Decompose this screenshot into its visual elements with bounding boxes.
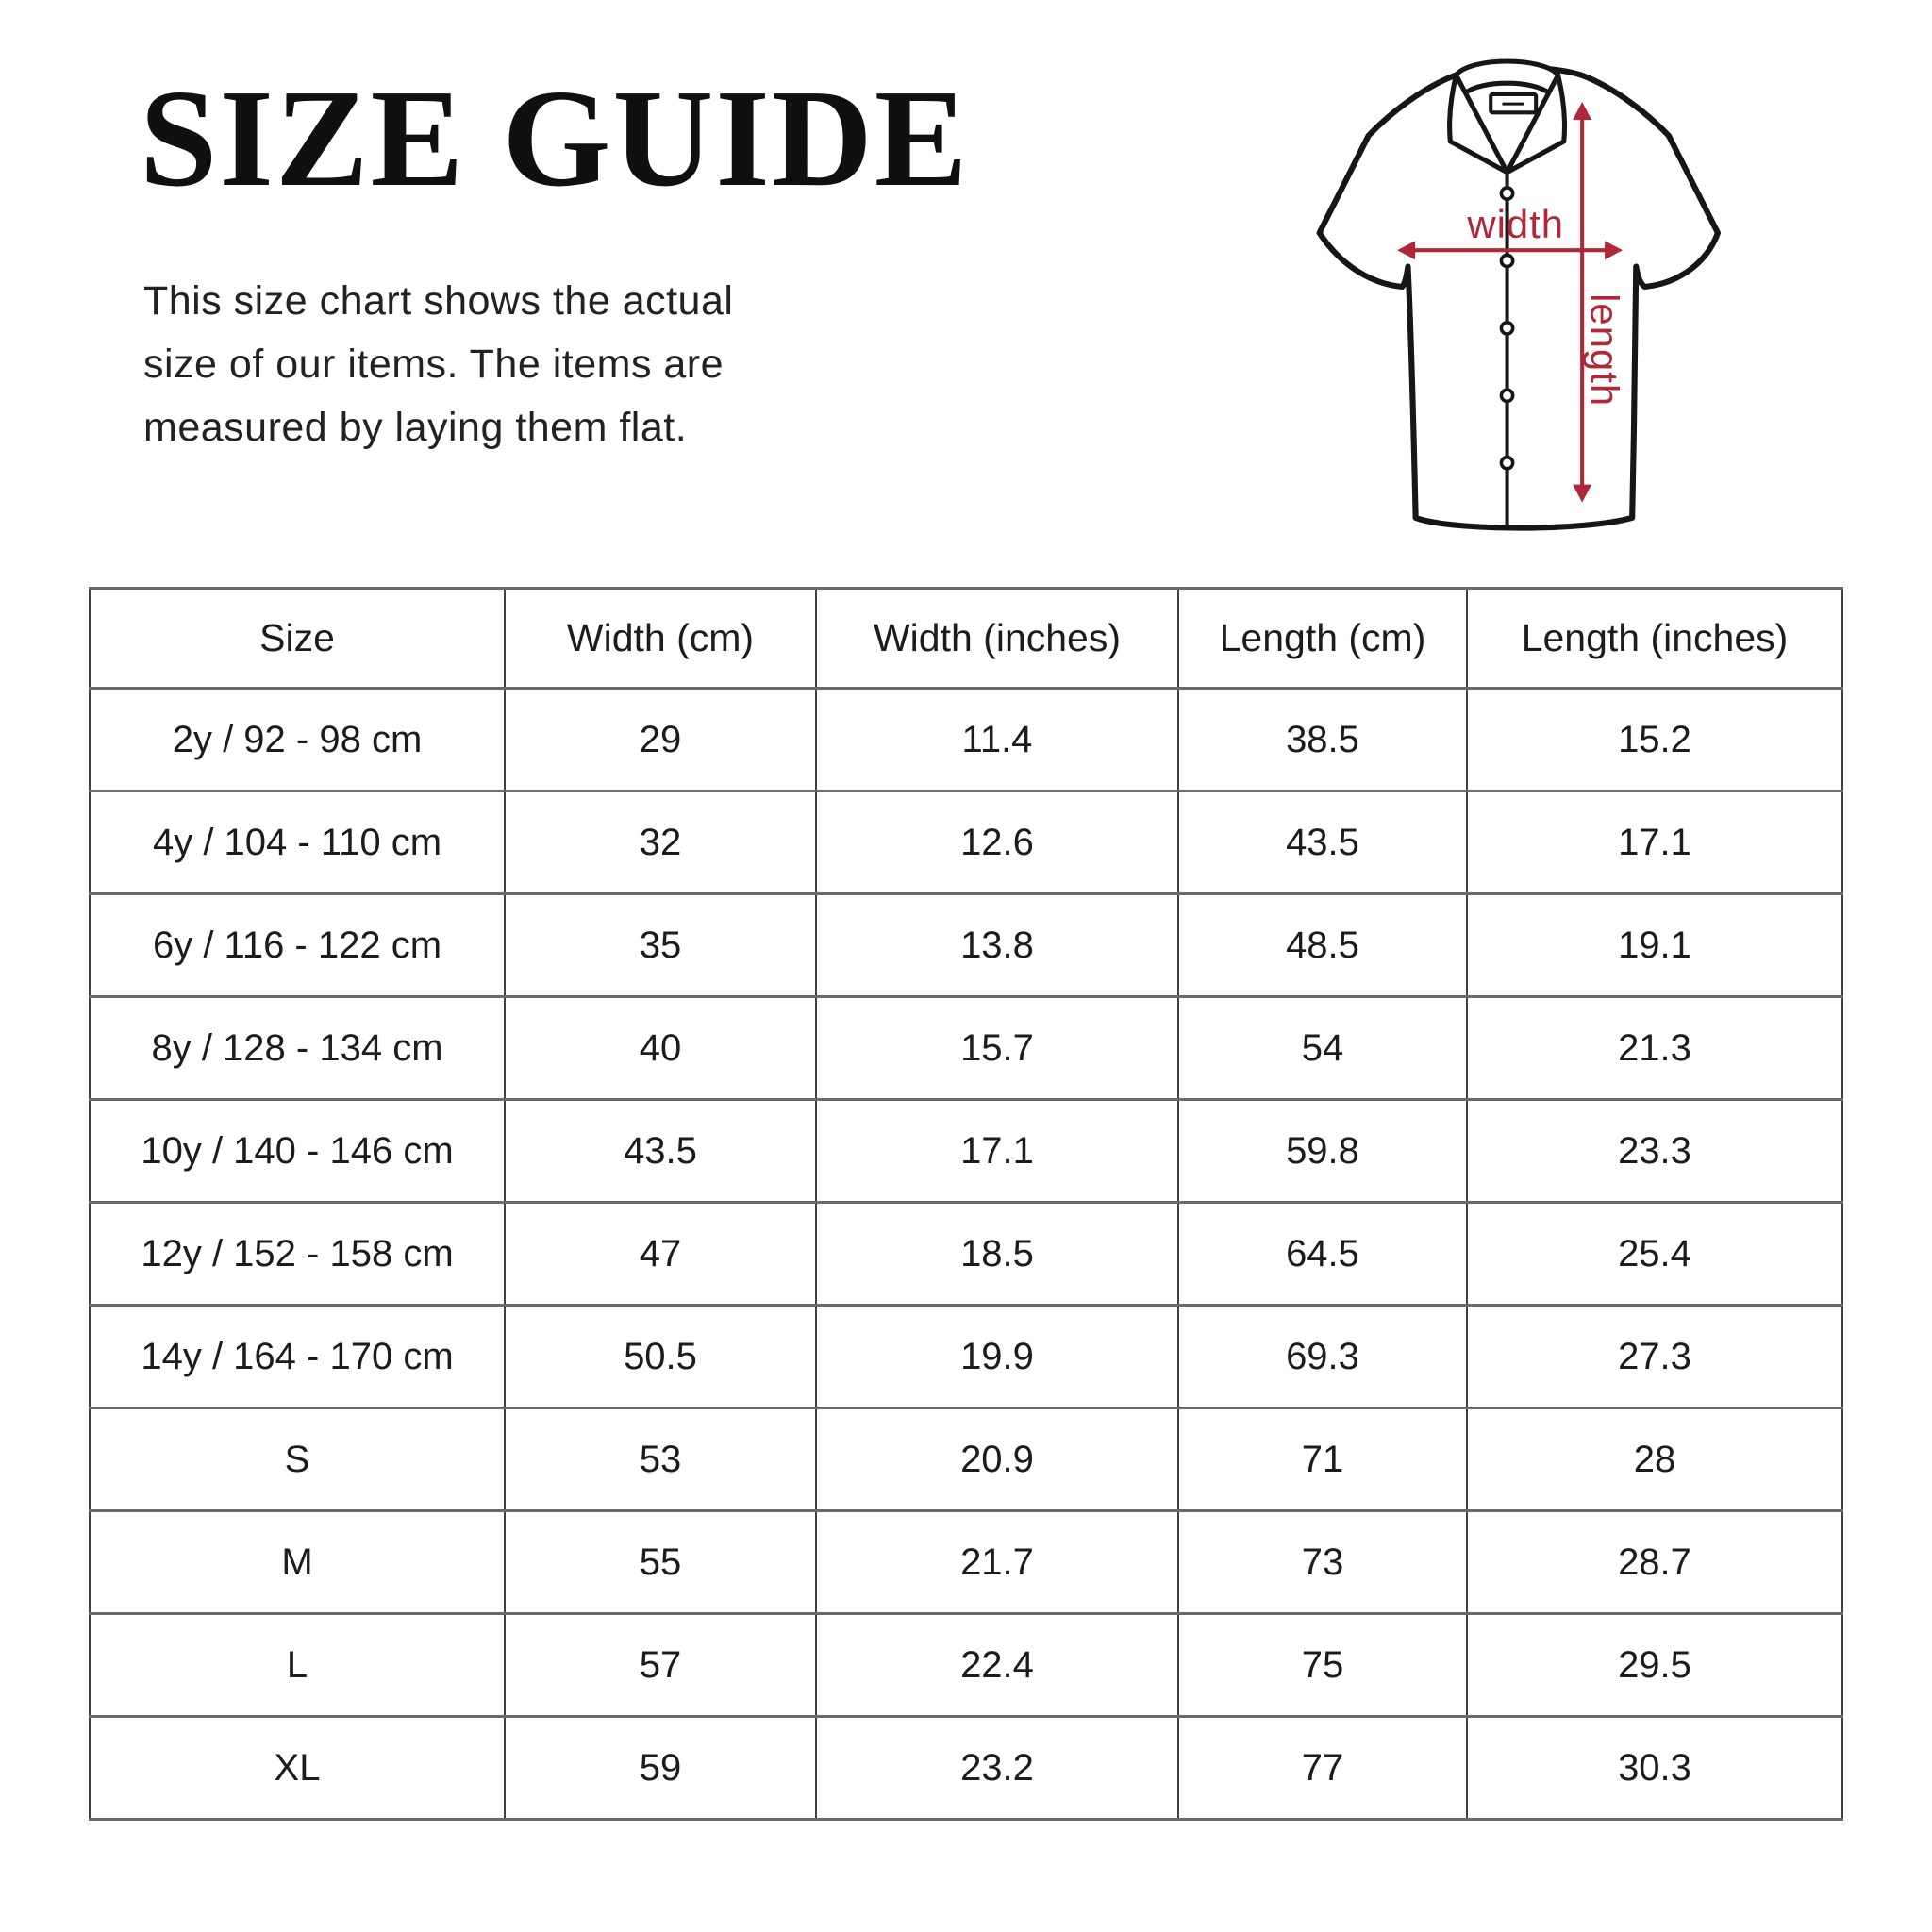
cell-length-inches: 30.3 [1466,1715,1843,1821]
description-line: This size chart shows the actual [143,278,734,324]
cell-size: L [89,1612,506,1718]
cell-width-cm: 47 [504,1201,817,1307]
cell-size: 8y / 128 - 134 cm [89,995,506,1101]
cell-length-cm: 69.3 [1177,1304,1468,1409]
shirt-right-lapel [1505,72,1568,175]
cell-width-cm: 35 [504,892,817,998]
cell-length-cm: 48.5 [1177,892,1468,998]
shirt-diagram: width length [1316,58,1722,531]
cell-size: 2y / 92 - 98 cm [89,687,506,792]
cell-length-cm: 71 [1177,1407,1468,1512]
cell-width-inches: 20.9 [815,1407,1179,1512]
col-header-width-cm: Width (cm) [504,587,817,690]
cell-size: 12y / 152 - 158 cm [89,1201,506,1307]
table-row: 6y / 116 - 122 cm 35 13.8 48.5 19.1 [89,892,1843,998]
cell-length-cm: 64.5 [1177,1201,1468,1307]
cell-width-cm: 32 [504,790,817,895]
width-arrow [1397,241,1624,260]
size-table: Size Width (cm) Width (inches) Length (c… [89,587,1843,1821]
table-row: 14y / 164 - 170 cm 50.5 19.9 69.3 27.3 [89,1304,1843,1409]
cell-length-inches: 25.4 [1466,1201,1843,1307]
table-header-row: Size Width (cm) Width (inches) Length (c… [89,587,1843,690]
description-line: size of our items. The items are [143,341,724,387]
table-row: 10y / 140 - 146 cm 43.5 17.1 59.8 23.3 [89,1098,1843,1204]
table-row: 8y / 128 - 134 cm 40 15.7 54 21.3 [89,995,1843,1101]
cell-width-inches: 18.5 [815,1201,1179,1307]
cell-length-cm: 54 [1177,995,1468,1101]
cell-width-cm: 50.5 [504,1304,817,1409]
cell-length-cm: 73 [1177,1509,1468,1615]
length-label: length [1582,293,1626,407]
cell-width-cm: 55 [504,1509,817,1615]
cell-length-cm: 38.5 [1177,687,1468,792]
cell-width-cm: 43.5 [504,1098,817,1204]
cell-width-inches: 21.7 [815,1509,1179,1615]
length-arrow [1573,102,1592,503]
table-row: 4y / 104 - 110 cm 32 12.6 43.5 17.1 [89,790,1843,895]
shirt-buttons [1499,186,1515,471]
table-row: L 57 22.4 75 29.5 [89,1612,1843,1718]
col-header-size: Size [89,587,506,690]
table-row: M 55 21.7 73 28.7 [89,1509,1843,1615]
cell-size: 6y / 116 - 122 cm [89,892,506,998]
cell-width-inches: 22.4 [815,1612,1179,1718]
cell-length-inches: 28 [1466,1407,1843,1512]
width-label: width [1466,202,1564,246]
cell-width-inches: 23.2 [815,1715,1179,1821]
cell-length-inches: 27.3 [1466,1304,1843,1409]
col-header-width-inches: Width (inches) [815,587,1179,690]
cell-width-cm: 40 [504,995,817,1101]
col-header-length-cm: Length (cm) [1177,587,1468,690]
cell-width-inches: 11.4 [815,687,1179,792]
cell-width-inches: 19.9 [815,1304,1179,1409]
table-row: XL 59 23.2 77 30.3 [89,1715,1843,1821]
cell-length-inches: 28.7 [1466,1509,1843,1615]
cell-length-inches: 15.2 [1466,687,1843,792]
cell-size: 14y / 164 - 170 cm [89,1304,506,1409]
cell-width-cm: 53 [504,1407,817,1512]
description: This size chart shows the actual size of… [143,270,733,459]
cell-width-inches: 12.6 [815,790,1179,895]
table-row: 12y / 152 - 158 cm 47 18.5 64.5 25.4 [89,1201,1843,1307]
description-line: measured by laying them flat. [143,405,688,450]
cell-width-cm: 29 [504,687,817,792]
cell-length-inches: 17.1 [1466,790,1843,895]
table-row: 2y / 92 - 98 cm 29 11.4 38.5 15.2 [89,687,1843,792]
cell-width-cm: 57 [504,1612,817,1718]
cell-size: 4y / 104 - 110 cm [89,790,506,895]
cell-length-inches: 29.5 [1466,1612,1843,1718]
cell-length-cm: 43.5 [1177,790,1468,895]
cell-size: M [89,1509,506,1615]
cell-width-inches: 15.7 [815,995,1179,1101]
cell-width-inches: 17.1 [815,1098,1179,1204]
page-title: SIZE GUIDE [140,61,970,216]
cell-length-cm: 77 [1177,1715,1468,1821]
shirt-body-outline [1316,64,1722,531]
shirt-left-lapel [1447,72,1510,175]
cell-size: 10y / 140 - 146 cm [89,1098,506,1204]
table-row: S 53 20.9 71 28 [89,1407,1843,1512]
cell-length-inches: 23.3 [1466,1098,1843,1204]
cell-length-inches: 21.3 [1466,995,1843,1101]
cell-length-cm: 75 [1177,1612,1468,1718]
cell-size: XL [89,1715,506,1821]
col-header-length-inches: Length (inches) [1466,587,1843,690]
cell-width-inches: 13.8 [815,892,1179,998]
cell-length-cm: 59.8 [1177,1098,1468,1204]
cell-length-inches: 19.1 [1466,892,1843,998]
cell-size: S [89,1407,506,1512]
cell-width-cm: 59 [504,1715,817,1821]
